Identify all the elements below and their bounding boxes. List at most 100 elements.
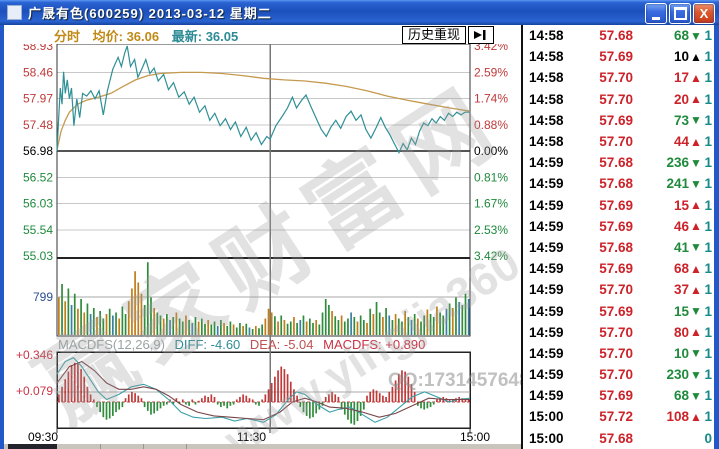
tick-volume-group: 68 ▼	[633, 388, 703, 403]
statusbar-dark-segment	[8, 444, 57, 449]
close-button[interactable]: X	[693, 3, 715, 24]
svg-text:0.81%: 0.81%	[474, 170, 508, 184]
tick-time: 14:58	[529, 91, 564, 107]
tick-time: 14:59	[529, 303, 564, 319]
maximize-button[interactable]	[669, 3, 691, 24]
svg-text:09:30: 09:30	[28, 430, 58, 444]
tick-volume-group: 15 ▲	[633, 198, 703, 213]
tick-direction-arrow-icon: ▼	[690, 388, 702, 403]
svg-text:58.46: 58.46	[23, 65, 53, 79]
close-icon: X	[699, 6, 709, 21]
tick-volume: 37	[673, 282, 689, 298]
tick-direction-arrow-icon: ▼	[690, 367, 702, 382]
tick-extra-column: 1	[704, 367, 712, 383]
tick-row: 14:58 57.70 44 ▲ 1	[523, 131, 714, 152]
window-bottom-strip	[4, 444, 521, 449]
tick-extra-column: 1	[704, 409, 712, 425]
tick-volume-group: 241 ▼	[633, 176, 703, 191]
tick-time: 14:59	[529, 197, 564, 213]
tick-volume: 68	[673, 388, 689, 404]
svg-text:57.48: 57.48	[23, 118, 53, 132]
tick-direction-arrow-icon: ▼	[690, 240, 702, 255]
tick-volume-group: 68 ▼	[633, 28, 703, 43]
tick-extra-column: 1	[704, 28, 712, 44]
tick-volume: 46	[673, 218, 689, 234]
tick-direction-arrow-icon: ▲	[690, 49, 702, 64]
tick-extra-column: 1	[704, 303, 712, 319]
panel-divider	[521, 25, 523, 449]
svg-text:11:30: 11:30	[237, 430, 266, 444]
tick-row: 14:59 57.68 41 ▼ 1	[523, 237, 714, 258]
tick-price: 57.70	[599, 70, 633, 86]
tick-row: 14:59 57.70 10 ▼ 1	[523, 343, 714, 364]
tick-row: 14:59 57.69 15 ▲ 1	[523, 195, 714, 216]
svg-text:15:00: 15:00	[460, 430, 490, 444]
tick-direction-arrow-icon: ▲	[690, 261, 702, 276]
minimize-button[interactable]	[645, 3, 667, 24]
tick-volume: 241	[666, 176, 689, 192]
macd-diff-value: DIFF: -4.60	[174, 337, 241, 352]
svg-text:2.53%: 2.53%	[474, 223, 508, 237]
tick-volume-group: 17 ▲	[633, 70, 703, 85]
tick-volume: 15	[673, 197, 689, 213]
app-icon	[7, 5, 22, 20]
tick-volume: 41	[673, 239, 689, 255]
tick-row: 14:59 57.70 80 ▲ 1	[523, 322, 714, 343]
minimize-icon	[652, 16, 660, 20]
tick-volume-group: 80 ▲	[633, 325, 703, 340]
tick-price: 57.69	[599, 112, 633, 128]
tick-volume: 10	[673, 49, 689, 65]
tick-price: 57.69	[599, 303, 633, 319]
tick-volume-group: 41 ▼	[633, 240, 703, 255]
tick-time: 14:59	[529, 239, 564, 255]
tick-price: 57.69	[599, 261, 633, 277]
step-forward-button[interactable]	[468, 26, 494, 44]
tick-direction-arrow-icon: ▼	[690, 304, 702, 319]
tick-extra-column: 0	[704, 430, 712, 446]
tick-extra-column: 1	[704, 324, 712, 340]
tick-price: 57.69	[599, 218, 633, 234]
tick-price: 57.72	[599, 409, 633, 425]
svg-text:55.54: 55.54	[23, 223, 53, 237]
tick-row: 14:58 57.69 73 ▼ 1	[523, 110, 714, 131]
tick-volume-group: 68 ▲	[633, 261, 703, 276]
tick-row: 14:59 57.70 230 ▼ 1	[523, 364, 714, 385]
tick-price: 57.70	[599, 345, 633, 361]
statusbar-separator	[143, 444, 144, 449]
tick-row: 14:59 57.68 236 ▼ 1	[523, 152, 714, 173]
tick-price: 57.68	[599, 28, 633, 44]
tick-time: 14:59	[529, 218, 564, 234]
tick-volume-group: 236 ▼	[633, 155, 703, 170]
avg-price-label: 均价: 36.06	[92, 29, 160, 44]
tick-volume-group: 15 ▼	[633, 304, 703, 319]
maximize-icon	[673, 7, 687, 20]
tick-volume: 80	[673, 324, 689, 340]
tick-extra-column: 1	[704, 282, 712, 298]
last-price-label: 最新: 36.05	[171, 29, 239, 44]
tick-row: 14:58 57.69 10 ▲ 1	[523, 46, 714, 67]
tick-price: 57.70	[599, 367, 633, 383]
chart-mode-label: 分时	[54, 29, 81, 44]
tick-volume: 44	[673, 134, 689, 150]
window-border-left	[0, 25, 4, 449]
macd-indicator-name: MACDFS(12,26,9)	[58, 337, 165, 352]
titlebar[interactable]: 广晟有色(600259) 2013-03-12 星期二 X	[0, 0, 719, 25]
svg-text:57.97: 57.97	[23, 92, 53, 106]
tick-row: 14:58 57.70 20 ▲ 1	[523, 89, 714, 110]
tick-volume-group: 230 ▼	[633, 367, 703, 382]
tick-price: 57.68	[599, 430, 633, 446]
tick-price: 57.70	[599, 91, 633, 107]
tick-time: 14:59	[529, 345, 564, 361]
tick-row: 15:00 57.72 108 ▲ 1	[523, 406, 714, 427]
svg-text:3.42%: 3.42%	[474, 44, 508, 53]
tick-time: 14:59	[529, 282, 564, 298]
tick-direction-arrow-icon: ▼	[690, 346, 702, 361]
tick-price: 57.70	[599, 324, 633, 340]
tick-direction-arrow-icon: ▲	[690, 325, 702, 340]
history-replay-button[interactable]: 历史重现	[402, 26, 467, 44]
tick-extra-column: 1	[704, 388, 712, 404]
tick-extra-column: 1	[704, 134, 712, 150]
tick-extra-column: 1	[704, 197, 712, 213]
tick-direction-arrow-icon: ▼	[690, 155, 702, 170]
